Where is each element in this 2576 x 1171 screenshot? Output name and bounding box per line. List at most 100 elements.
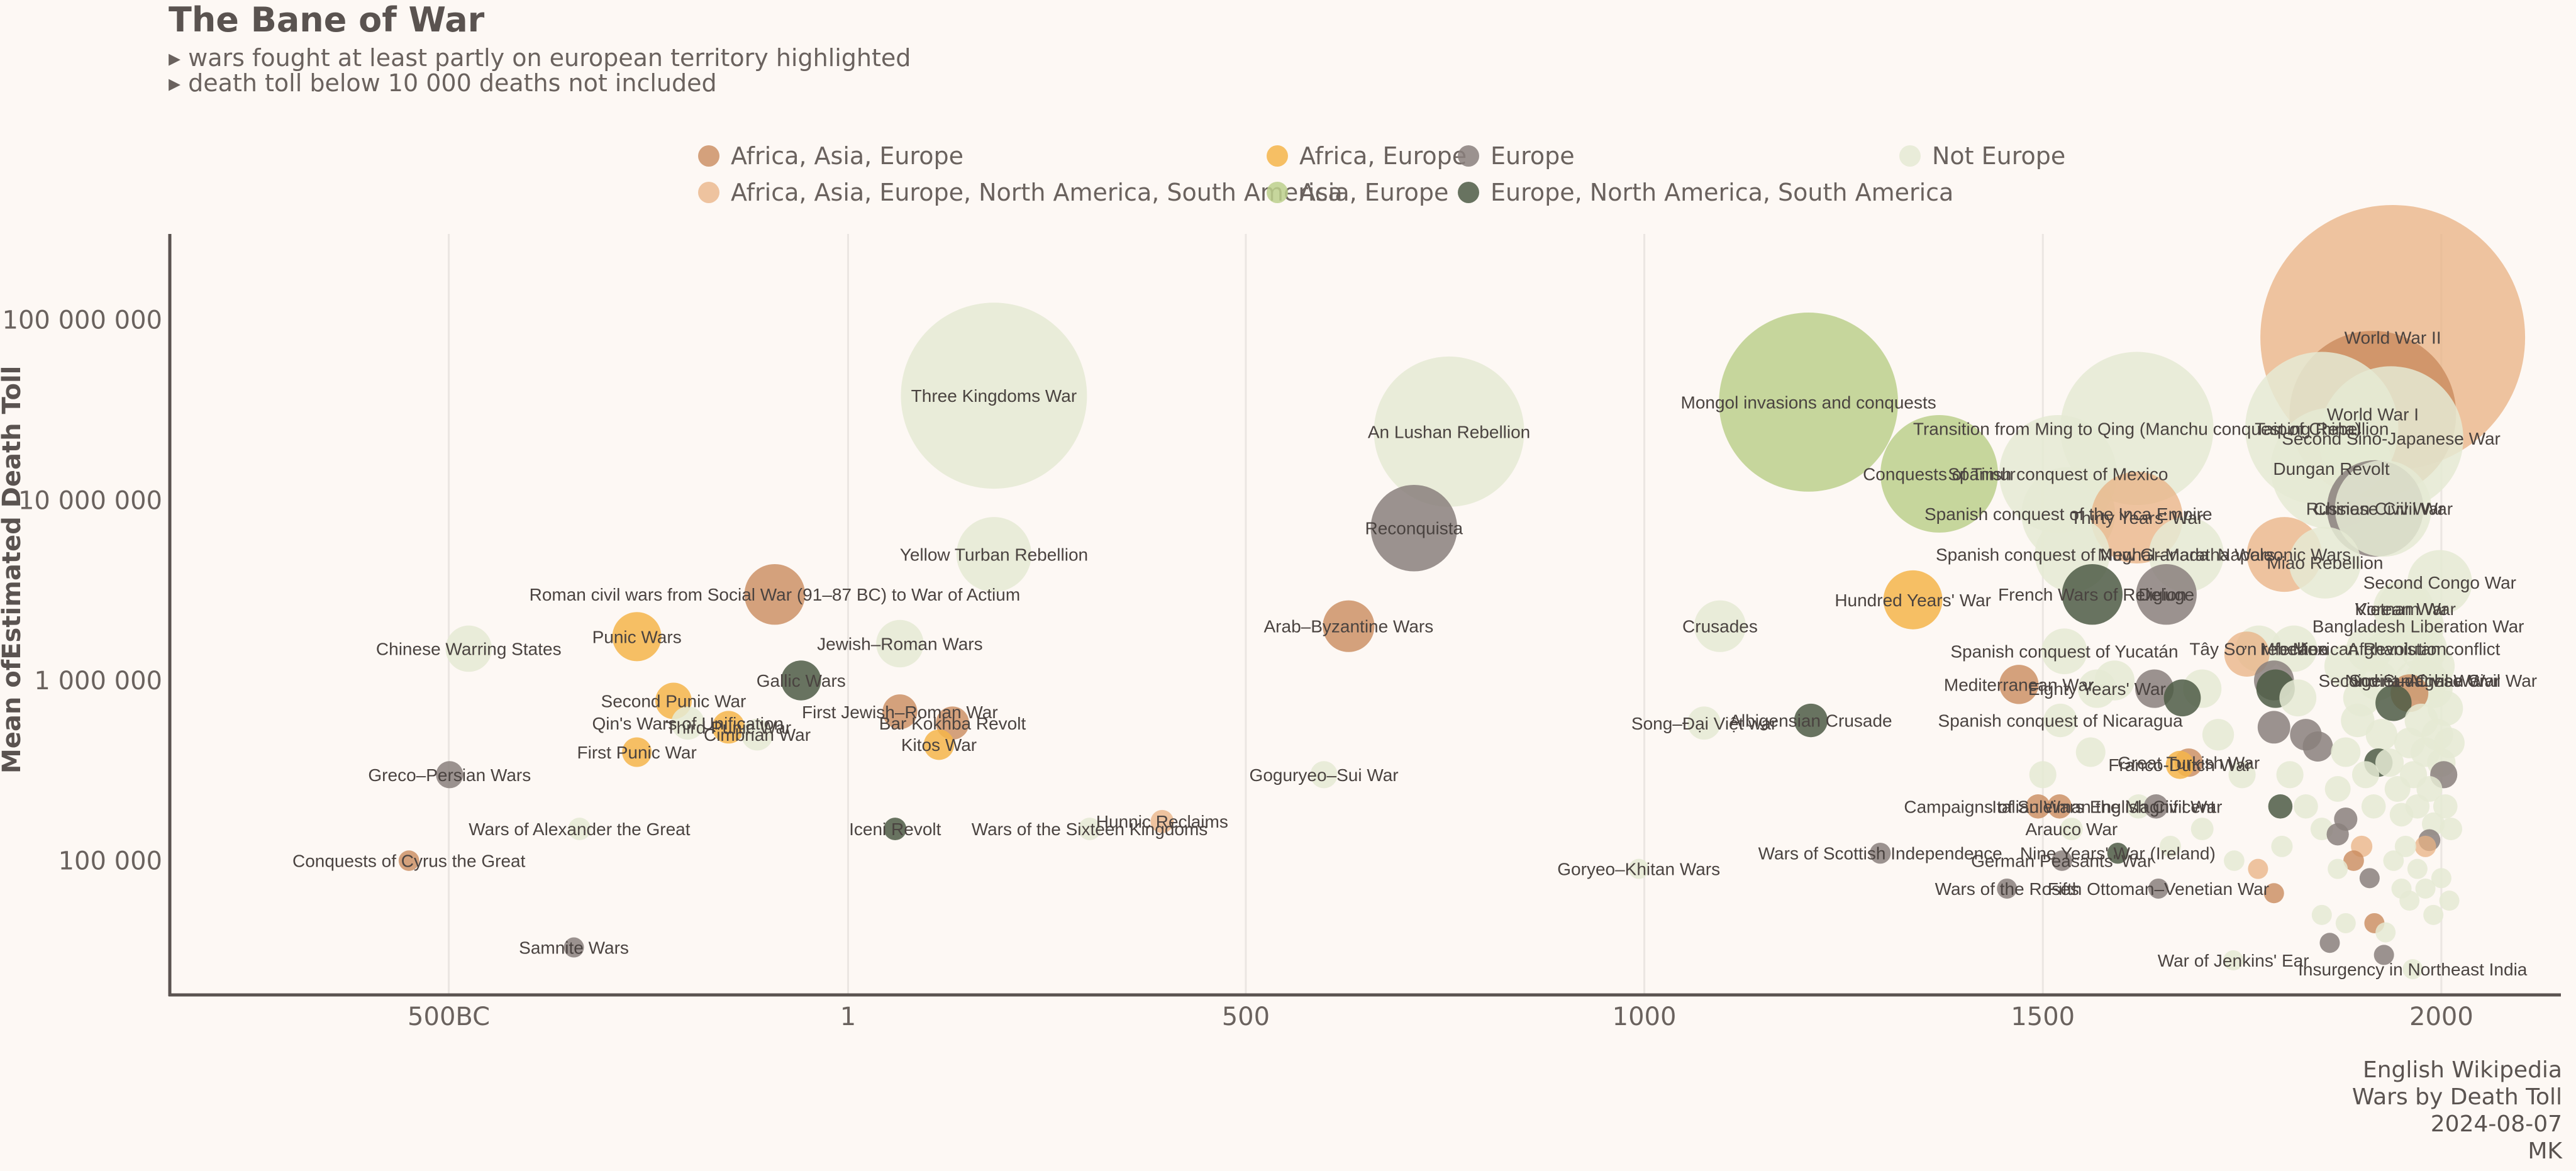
data-label: Second Sino-Japanese War: [2282, 429, 2501, 448]
data-point-unlabeled: [2075, 737, 2106, 767]
data-label: Transition from Ming to Qing (Manchu con…: [1913, 419, 2361, 438]
data-point: [1794, 703, 1828, 738]
data-point: [2270, 625, 2318, 672]
data-label: Samnite Wars: [519, 938, 629, 958]
data-label: Nine Years' War (Ireland): [2020, 844, 2216, 863]
legend-swatch: [1899, 145, 1921, 167]
legend-swatch: [698, 145, 719, 167]
data-point: [1997, 878, 2018, 899]
source-line: 2024-08-07: [2430, 1111, 2562, 1137]
legend-label: Africa, Europe: [1299, 142, 1467, 170]
data-point-unlabeled: [2365, 719, 2398, 751]
data-point-unlabeled: [2126, 794, 2151, 819]
data-point-unlabeled: [2389, 802, 2414, 827]
data-point: [1694, 600, 1746, 652]
data-label: Wars of Alexander the Great: [469, 819, 690, 839]
data-point: [2402, 959, 2423, 980]
data-point-unlabeled: [2361, 794, 2386, 819]
data-label: Bar Kokhba Revolt: [879, 714, 1026, 733]
data-point-unlabeled: [2375, 748, 2404, 777]
legend-label: Europe: [1491, 142, 1575, 170]
data-point-unlabeled: [2341, 703, 2375, 738]
data-point: [1719, 313, 1898, 492]
data-label: English Civil War: [2090, 797, 2223, 816]
data-label: Russian Civil War: [2306, 499, 2445, 518]
data-point-unlabeled: [2294, 794, 2318, 819]
data-label: Conquests of Cyrus the Great: [292, 852, 526, 871]
data-label: Wars of Scottish Independence: [1758, 844, 2002, 863]
x-tick-label: 1000: [1613, 1002, 1677, 1031]
data-label: Wars of the Sixteen Kingdoms: [972, 819, 1208, 839]
data-label: Cimbrian War: [704, 725, 811, 745]
data-point-unlabeled: [2276, 761, 2304, 789]
data-point-unlabeled: [2335, 913, 2356, 933]
data-label: Korean War: [2355, 599, 2448, 619]
data-label: Hunnic Reclaims: [1096, 812, 1228, 831]
data-point: [2043, 703, 2077, 738]
data-label: Punic Wars: [592, 627, 682, 647]
data-label: Franco-Dutch War: [2108, 755, 2251, 775]
y-tick-label: 100 000: [58, 847, 162, 876]
data-label: Wars of the Roses: [1935, 879, 2079, 899]
data-point: [2136, 563, 2197, 625]
data-point-unlabeled: [2271, 835, 2293, 857]
legend-item: Africa, Europe: [1267, 142, 1467, 170]
legend-swatch: [1267, 145, 1288, 167]
data-label: World War II: [2345, 328, 2441, 348]
data-point-unlabeled: [2224, 850, 2245, 871]
data-label: Second Punic War: [601, 691, 747, 711]
data-label: Vietnam War: [2355, 599, 2456, 619]
data-label: Second Sudanese Civil War: [2319, 671, 2538, 691]
data-point-unlabeled: [2029, 761, 2057, 789]
data-point: [445, 625, 492, 672]
axes: [168, 234, 2561, 997]
data-label: Nigerian Civil War: [2345, 671, 2485, 691]
data-label: Afghanistan conflict: [2348, 639, 2501, 658]
data-point: [1880, 415, 1998, 533]
legend-item: Asia, Europe: [1267, 179, 1448, 206]
data-point-unlabeled: [2373, 945, 2394, 965]
data-label: Taiping Rebellion: [2255, 419, 2389, 438]
data-label: Spanish conquest of the Inca Empire: [1924, 504, 2212, 524]
data-label: Roman civil wars from Social War (91–87 …: [530, 585, 1021, 604]
data-point-unlabeled: [2351, 761, 2380, 789]
legend-label: Asia, Europe: [1299, 179, 1449, 206]
data-point: [901, 302, 1087, 489]
data-point: [884, 818, 907, 841]
data-point: [1999, 665, 2039, 704]
legend-label: Africa, Asia, Europe: [731, 142, 963, 170]
data-label: Fifth Ottoman–Venetian War: [2048, 879, 2269, 899]
data-label: Hundred Years' War: [1835, 591, 1991, 610]
data-point: [2041, 628, 2087, 675]
data-point-unlabeled: [2384, 776, 2411, 802]
legend-swatch: [1267, 182, 1288, 203]
data-point: [780, 660, 821, 701]
data-point-unlabeled: [2423, 904, 2444, 925]
data-point: [741, 719, 774, 751]
data-label: Arauco War: [2025, 819, 2118, 839]
data-point: [956, 517, 1031, 592]
data-label: German Peasants' War: [1971, 852, 2153, 871]
data-point-unlabeled: [2394, 835, 2416, 857]
data-point: [622, 737, 652, 767]
data-label: Iceni Revolt: [849, 819, 941, 839]
data-label: Arab–Byzantine Wars: [1264, 617, 1434, 636]
legend-label: Europe, North America, South America: [1491, 179, 1954, 206]
data-point-unlabeled: [2326, 823, 2349, 846]
y-tick-label: 100 000 000: [3, 306, 162, 335]
data-label: Yellow Turban Rebellion: [900, 545, 1088, 565]
data-point: [2107, 842, 2129, 864]
data-label: Gallic Wars: [757, 671, 846, 691]
legend-swatch: [1458, 182, 1479, 203]
data-point-unlabeled: [2439, 891, 2460, 911]
legend-item: Africa, Asia, Europe, North America, Sou…: [698, 179, 1343, 206]
data-point-unlabeled: [2440, 818, 2463, 841]
legend-item: Europe: [1458, 142, 1575, 170]
data-point: [876, 619, 924, 668]
data-point: [2077, 669, 2117, 708]
data-point-unlabeled: [2163, 679, 2201, 717]
data-label: Spanish conquest of Nicaragua: [1938, 711, 2184, 731]
data-label: Goryeo–Khitan Wars: [1557, 860, 1720, 879]
